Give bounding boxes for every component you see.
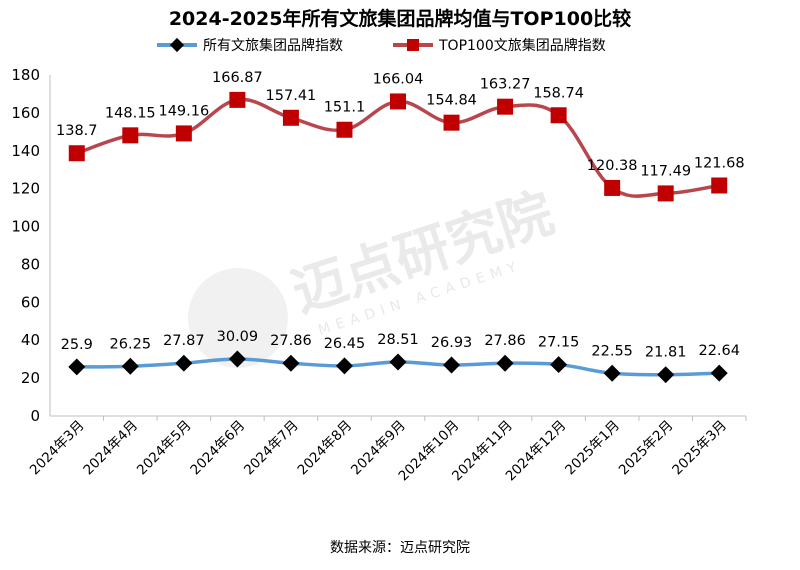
series-1-point bbox=[175, 125, 192, 142]
series-0-point bbox=[68, 358, 86, 376]
legend-label-all: 所有文旅集团品牌指数 bbox=[203, 37, 343, 54]
series-0-point bbox=[443, 356, 461, 374]
series-1-data-label: 148.15 bbox=[105, 105, 156, 121]
y-tick-label: 0 bbox=[30, 407, 40, 425]
y-ticks: 0 20 40 60 80 100 120 140 160 180 bbox=[11, 66, 40, 425]
series-0-data-label: 26.45 bbox=[324, 336, 366, 352]
x-tick-label: 2025年2月 bbox=[616, 418, 677, 479]
series-0-point bbox=[228, 350, 246, 368]
series-0-point bbox=[389, 353, 407, 371]
legend-marker-top100 bbox=[407, 39, 419, 51]
series-0-data-label: 22.55 bbox=[591, 343, 633, 359]
series-0-data-label: 21.81 bbox=[645, 345, 687, 361]
x-tick-label: 2024年3月 bbox=[27, 418, 88, 479]
x-tick-label: 2024年5月 bbox=[134, 418, 195, 479]
series-1-data-label: 163.27 bbox=[480, 77, 531, 93]
series-0-data-label: 27.86 bbox=[484, 333, 526, 349]
series-0-point bbox=[603, 364, 621, 382]
y-tick-label: 100 bbox=[11, 218, 40, 236]
series-0-point bbox=[121, 357, 139, 375]
series-1-point bbox=[390, 93, 406, 110]
x-tick-label: 2024年7月 bbox=[241, 418, 302, 479]
series-0-data-label: 27.87 bbox=[163, 333, 205, 349]
y-tick-label: 40 bbox=[21, 331, 40, 349]
series-0-data-label: 27.86 bbox=[270, 333, 312, 349]
legend-label-top100: TOP100文旅集团品牌指数 bbox=[438, 37, 606, 54]
series-1-point bbox=[229, 91, 246, 108]
series-0-point bbox=[335, 357, 353, 375]
y-tick-label: 140 bbox=[11, 142, 40, 160]
series-0-data-label: 22.64 bbox=[698, 343, 740, 359]
series-1-data-label: 157.41 bbox=[266, 88, 317, 104]
series-1-data-label: 138.7 bbox=[56, 123, 98, 139]
series-1-data-label: 154.84 bbox=[426, 93, 477, 109]
series-1-data-label: 117.49 bbox=[640, 163, 691, 179]
series-1-point bbox=[711, 177, 728, 194]
series-1-data-label: 120.38 bbox=[587, 158, 638, 174]
series-1-data-label: 121.68 bbox=[694, 155, 745, 171]
series-1-data-label: 158.74 bbox=[533, 85, 584, 101]
legend: 所有文旅集团品牌指数 TOP100文旅集团品牌指数 bbox=[157, 37, 606, 54]
series-0-data-label: 26.93 bbox=[431, 335, 473, 351]
series-0-point bbox=[175, 354, 193, 372]
series-group bbox=[68, 91, 728, 384]
series-1-point bbox=[657, 185, 674, 202]
series-1-point bbox=[282, 109, 299, 126]
series-0-point bbox=[496, 354, 514, 372]
series-1-data-label: 166.87 bbox=[212, 70, 263, 86]
y-tick-label: 80 bbox=[21, 255, 40, 273]
series-1-data-label: 149.16 bbox=[158, 103, 209, 119]
series-0-point bbox=[282, 354, 300, 372]
x-tick-label: 2024年8月 bbox=[295, 418, 356, 479]
series-0-point bbox=[710, 364, 728, 382]
y-tick-label: 160 bbox=[11, 104, 40, 122]
x-tick-label: 2024年4月 bbox=[80, 418, 141, 479]
x-tick-label: 2025年1月 bbox=[562, 418, 623, 479]
series-0-data-label: 25.9 bbox=[61, 337, 93, 353]
x-tick-label: 2025年3月 bbox=[669, 418, 730, 479]
y-tick-label: 180 bbox=[11, 66, 40, 84]
x-tick-label: 2024年6月 bbox=[187, 418, 248, 479]
x-ticks: 2024年3月2024年4月2024年5月2024年6月2024年7月2024年… bbox=[27, 416, 747, 484]
source-note: 数据来源：迈点研究院 bbox=[330, 540, 470, 556]
y-tick-label: 120 bbox=[11, 180, 40, 198]
series-0-point bbox=[657, 366, 675, 384]
series-0-data-label: 30.09 bbox=[217, 329, 259, 345]
series-1-point bbox=[550, 107, 567, 124]
series-1-point bbox=[336, 121, 353, 138]
chart-title: 2024-2025年所有文旅集团品牌均值与TOP100比较 bbox=[169, 7, 631, 30]
series-1-data-label: 166.04 bbox=[373, 71, 424, 87]
data-labels: 25.9 26.25 27.87 30.09 27.86 26.45 28.51 26.93 2… bbox=[56, 70, 745, 361]
series-1-point bbox=[604, 179, 621, 196]
series-1-point bbox=[68, 145, 85, 162]
series-1-point bbox=[122, 127, 139, 144]
y-tick-label: 60 bbox=[21, 293, 40, 311]
series-1-point bbox=[443, 114, 460, 131]
series-0-data-label: 26.25 bbox=[110, 336, 152, 352]
y-tick-label: 20 bbox=[21, 369, 40, 387]
watermark-logo-icon bbox=[188, 268, 288, 368]
series-0-data-label: 28.51 bbox=[377, 332, 419, 348]
legend-marker-all bbox=[169, 37, 185, 53]
series-0-data-label: 27.15 bbox=[538, 335, 580, 351]
series-1-point bbox=[497, 98, 514, 115]
series-0-point bbox=[550, 356, 568, 374]
series-1-data-label: 151.1 bbox=[324, 100, 366, 116]
